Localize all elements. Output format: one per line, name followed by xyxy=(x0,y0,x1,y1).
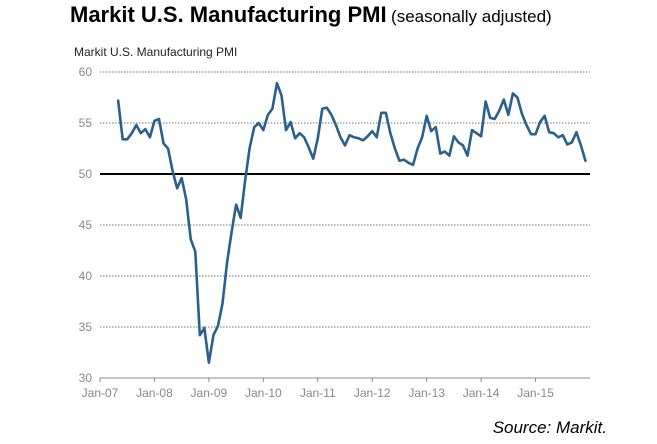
y-axis-tick-labels: 30 35 40 45 50 55 60 xyxy=(79,65,93,385)
chart-subtitle: Markit U.S. Manufacturing PMI xyxy=(74,45,238,59)
x-tick-label-Jan-12: Jan-12 xyxy=(354,386,391,400)
grid-lines xyxy=(100,71,590,328)
y-tick-label-60: 60 xyxy=(79,65,93,79)
x-axis-tick-labels: Jan-07 Jan-08 Jan-09 Jan-10 Jan-11 Jan-12 Jan-… xyxy=(82,386,555,400)
x-tick-label-Jan-11: Jan-11 xyxy=(300,386,336,400)
source-note: Source: Markit. xyxy=(492,418,607,437)
series-group xyxy=(116,81,587,365)
x-tick-label-Jan-15: Jan-15 xyxy=(517,386,554,400)
chart-title-sub: (seasonally adjusted) xyxy=(391,7,552,26)
series-line-0 xyxy=(116,81,587,365)
x-axis xyxy=(99,377,590,382)
y-tick-label-45: 45 xyxy=(79,218,93,232)
y-tick-label-35: 35 xyxy=(79,320,93,334)
chart-title: Markit U.S. Manufacturing PMI (seasonall… xyxy=(70,2,552,28)
x-tick-label-Jan-13: Jan-13 xyxy=(408,386,445,400)
y-tick-label-50: 50 xyxy=(79,167,93,181)
x-tick-label-Jan-14: Jan-14 xyxy=(463,386,500,400)
x-tick-label-Jan-07: Jan-07 xyxy=(82,386,119,400)
y-tick-label-55: 55 xyxy=(79,116,93,130)
y-tick-label-30: 30 xyxy=(79,371,93,385)
y-tick-label-40: 40 xyxy=(79,269,93,283)
chart-title-main: Markit U.S. Manufacturing PMI xyxy=(70,2,387,27)
x-tick-label-Jan-10: Jan-10 xyxy=(245,386,282,400)
x-tick-label-Jan-08: Jan-08 xyxy=(136,386,173,400)
x-tick-label-Jan-09: Jan-09 xyxy=(191,386,228,400)
